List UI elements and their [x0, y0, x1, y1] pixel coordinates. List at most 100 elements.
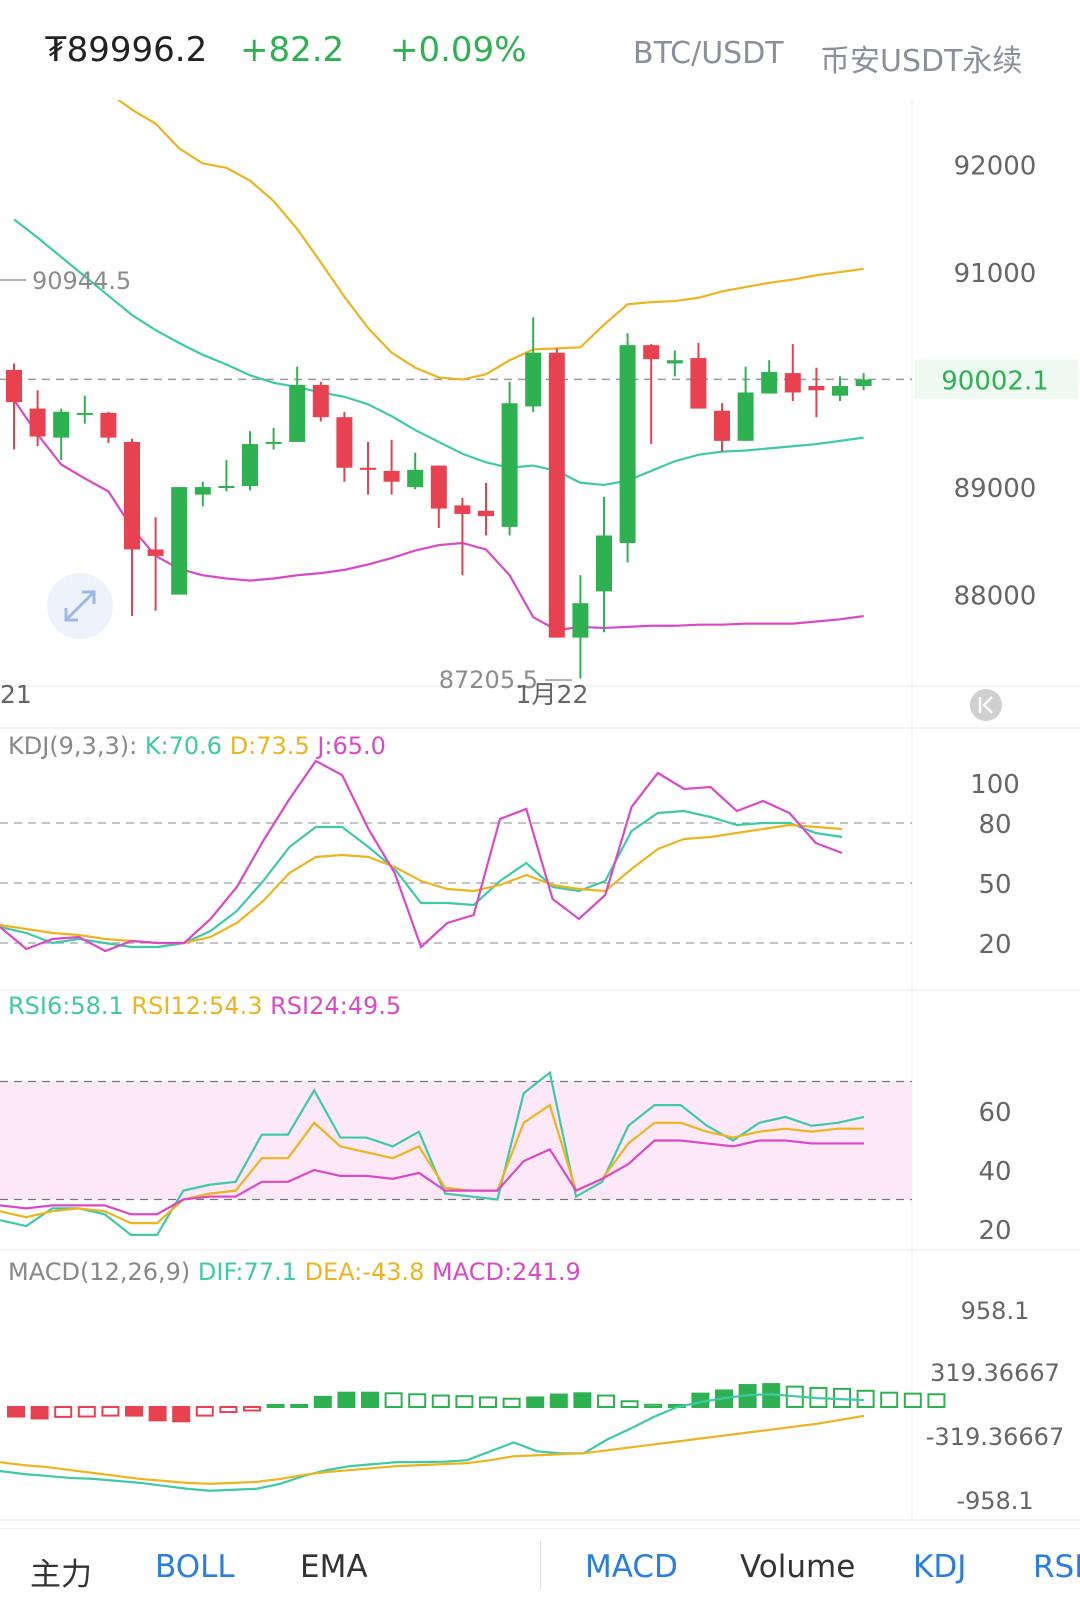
macd-histogram-bar [313, 1395, 332, 1409]
candle-body [643, 345, 660, 360]
rsi-rsi6-line [0, 1070, 865, 1237]
macd-legend-item: MACD:241.9 [432, 1258, 581, 1286]
macd-histogram-bar [172, 1406, 191, 1423]
boll-mid-line [13, 218, 864, 487]
market-name[interactable]: 币安USDT永续 [820, 44, 1023, 79]
macd-dea-line [0, 1414, 865, 1485]
y-tick-label: 88000 [954, 582, 1037, 612]
candle-body [147, 549, 164, 556]
macd-histogram-bar [384, 1392, 403, 1408]
candle-body [832, 386, 848, 396]
kdj-k-line [0, 809, 843, 949]
candle-body [619, 345, 636, 543]
x-axis-label: 1月22 [516, 680, 589, 709]
macd-histogram-bar [502, 1397, 521, 1409]
tab-ema[interactable]: EMA [300, 1549, 368, 1585]
macd-histogram-bar [54, 1406, 73, 1418]
macd-histogram-bar [479, 1396, 497, 1408]
kdj-y-tick: 50 [978, 870, 1011, 900]
macd-histogram-bar [573, 1392, 592, 1408]
candle-body [312, 384, 329, 418]
tab-rsi[interactable]: RSI [1033, 1549, 1080, 1585]
macd-legend-item: DIF:77.1 [198, 1258, 305, 1286]
macd-histogram-bar [290, 1404, 309, 1408]
rsi-rsi12-line [0, 1103, 864, 1225]
candle-body [407, 469, 424, 488]
macd-histogram-bar [597, 1394, 615, 1408]
candle-body [478, 510, 494, 517]
tab-main[interactable]: 主力 [30, 1557, 92, 1593]
macd-histogram-bar [903, 1392, 922, 1409]
macd-histogram-bar [927, 1393, 946, 1408]
macd-y-tick: 319.36667 [930, 1359, 1060, 1387]
macd-legend-item: MACD(12,26,9) [8, 1258, 198, 1286]
kline-chart[interactable]: 92000 91000 90002.1 89000 88000 90944.5 87205.… [0, 100, 1080, 1528]
candle-body [194, 487, 211, 495]
candle-body [572, 603, 589, 638]
candle-body [808, 386, 825, 391]
reset-view-icon-glyph [978, 696, 993, 714]
price-change: +82.2 [240, 30, 345, 70]
candle-body [336, 417, 353, 468]
current-price-box [914, 359, 1078, 400]
kdj-d-line [0, 823, 843, 945]
high-marker-label: 90944.5 [32, 267, 131, 295]
y-tick-label: 89000 [954, 474, 1037, 504]
macd-histogram-bar [243, 1406, 261, 1412]
macd-legend-item: DEA:-43.8 [305, 1258, 432, 1286]
last-price: ₮89996.2 [45, 30, 208, 70]
tab-volume[interactable]: Volume [740, 1549, 856, 1585]
kdj-j-line [0, 759, 843, 953]
kdj-legend-item: KDJ(9,3,3): [8, 732, 145, 760]
indicator-tab-bar: 主力 BOLL EMA MACD Volume KDJ RSI [0, 1528, 1080, 1617]
rsi-y-tick: 20 [978, 1216, 1011, 1246]
tab-kdj[interactable]: KDJ [913, 1549, 967, 1585]
x-axis-label: 21 [0, 680, 32, 709]
candle-body [289, 384, 306, 442]
tab-boll[interactable]: BOLL [155, 1549, 235, 1585]
macd-y-tick: -319.36667 [926, 1423, 1064, 1451]
tab-divider [540, 1541, 541, 1589]
macd-histogram-bar [455, 1395, 474, 1408]
macd-histogram-bar [880, 1391, 899, 1409]
rsi-legend-item: RSI6:58.1 [8, 992, 131, 1020]
rsi-y-tick: 40 [978, 1157, 1011, 1187]
rsi-legend-item: RSI12:54.3 [131, 992, 270, 1020]
kdj-legend-item: K:70.6 [145, 732, 230, 760]
macd-histogram-bar [266, 1404, 285, 1408]
kdj-y-tick: 20 [978, 930, 1011, 960]
candle-body [124, 441, 140, 550]
macd-histogram-bar [644, 1403, 663, 1408]
macd-y-tick: -958.1 [956, 1487, 1033, 1515]
macd-histogram-bar [337, 1391, 356, 1409]
macd-histogram-bar [195, 1406, 214, 1417]
macd-histogram-bar [361, 1391, 379, 1409]
current-price-label: 90002.1 [941, 366, 1049, 396]
expand-icon-arrows [64, 590, 96, 622]
candle-body [100, 412, 117, 438]
tab-macd[interactable]: MACD [585, 1549, 678, 1585]
macd-histogram-bar [30, 1406, 49, 1420]
candle-body [714, 410, 730, 441]
candle-body [171, 487, 188, 595]
kdj-y-tick: 100 [970, 770, 1020, 800]
kdj-legend-item: J:65.0 [315, 732, 386, 760]
candle-body [6, 369, 22, 403]
candle-body [690, 358, 707, 409]
y-tick-label: 92000 [954, 152, 1037, 182]
macd-y-tick: 958.1 [961, 1297, 1030, 1325]
macd-histogram-bar [219, 1406, 238, 1414]
candle-body [430, 465, 447, 509]
y-tick-label: 91000 [954, 259, 1037, 289]
candle-body [855, 379, 872, 387]
price-change-percent: +0.09% [390, 30, 527, 70]
kdj-legend-item: D:73.5 [230, 732, 318, 760]
candle-body [548, 352, 565, 638]
rsi-legend: RSI6:58.1 RSI12:54.3 RSI24:49.5 [8, 992, 401, 1020]
candle-body [501, 403, 518, 527]
kdj-legend: KDJ(9,3,3): K:70.6 D:73.5 J:65.0 [8, 732, 386, 760]
candle-body [761, 372, 778, 394]
trading-pair[interactable]: BTC/USDT [633, 36, 784, 71]
macd-histogram-bar [431, 1394, 450, 1408]
candle-body [360, 467, 376, 470]
